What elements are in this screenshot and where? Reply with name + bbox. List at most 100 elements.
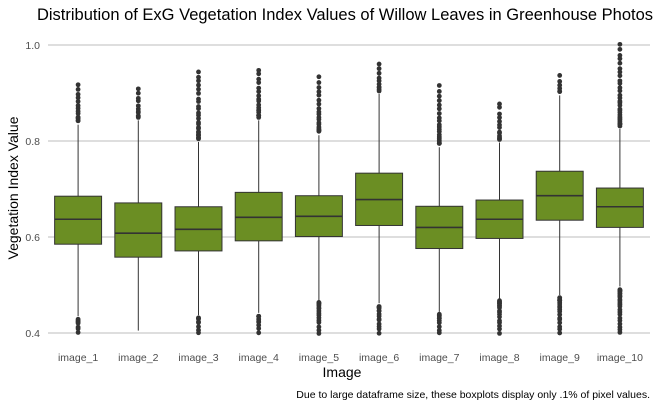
outlier-point (196, 110, 201, 116)
box-iqr (54, 195, 103, 245)
outlier-point (135, 103, 141, 109)
outlier-point (196, 96, 201, 102)
outlier-point (75, 320, 81, 326)
outlier-points (256, 67, 262, 336)
outlier-point (617, 46, 623, 52)
x-tick-label: image_5 (299, 352, 339, 364)
boxplot-image_9 (535, 73, 584, 336)
boxplot-image_2 (114, 86, 163, 331)
y-tick-label: 0.4 (25, 328, 40, 340)
outlier-point (196, 82, 201, 88)
outlier-point (196, 125, 201, 130)
outlier-point (497, 111, 502, 117)
x-tick-label: image_9 (540, 352, 580, 364)
outlier-point (316, 120, 322, 126)
outlier-point (376, 75, 382, 81)
outlier-point (497, 330, 502, 336)
outlier-point (196, 74, 201, 80)
outlier-point (557, 79, 563, 84)
outlier-point (617, 318, 623, 323)
outlier-point (376, 66, 382, 72)
outlier-point (557, 73, 563, 78)
y-tick-label: 1.0 (25, 40, 40, 52)
outlier-point (196, 320, 201, 326)
outlier-point (617, 106, 623, 112)
outlier-point (497, 320, 502, 326)
outlier-point (557, 330, 563, 336)
outlier-point (497, 101, 502, 107)
outlier-point (617, 85, 623, 91)
outlier-point (617, 92, 623, 98)
outlier-point (557, 82, 563, 88)
boxplot-image_4 (234, 67, 283, 336)
outlier-point (497, 115, 502, 120)
x-tick-label: image_8 (479, 352, 519, 364)
boxplot-image_7 (415, 83, 464, 336)
outlier-point (75, 326, 81, 332)
outlier-point (617, 41, 623, 47)
outlier-point (196, 78, 201, 84)
outlier-point (436, 122, 442, 128)
boxplot-image_10 (595, 41, 644, 335)
outlier-point (617, 98, 623, 104)
x-tick-label: image_6 (359, 352, 399, 364)
outlier-point (256, 85, 262, 91)
outlier-point (376, 70, 382, 76)
outlier-point (617, 311, 623, 317)
outlier-point (376, 61, 382, 67)
outlier-point (196, 86, 201, 92)
outlier-point (256, 89, 262, 94)
outlier-point (196, 120, 201, 125)
outlier-points (436, 83, 442, 336)
outlier-point (75, 330, 81, 335)
outlier-point (135, 95, 141, 101)
outlier-point (617, 60, 623, 66)
outlier-points (617, 41, 623, 335)
y-axis-title: Vegetation Index Value (5, 116, 21, 259)
outlier-point (256, 80, 262, 85)
outlier-point (376, 81, 382, 87)
outlier-point (135, 90, 141, 96)
outlier-point (617, 303, 623, 309)
boxplot-image_3 (174, 69, 223, 336)
outlier-point (316, 92, 322, 98)
outlier-point (316, 319, 322, 325)
outlier-point (557, 320, 563, 326)
outlier-point (497, 314, 502, 320)
outlier-point (497, 326, 502, 332)
outlier-points (376, 61, 382, 336)
outlier-point (617, 78, 623, 84)
outlier-point (497, 104, 502, 110)
outlier-point (316, 74, 322, 80)
box-iqr (595, 187, 644, 228)
boxplot-image_5 (294, 74, 343, 336)
outlier-points (497, 101, 502, 336)
outlier-point (196, 330, 201, 336)
x-tick-label: image_2 (118, 352, 158, 364)
boxplot-series (54, 41, 644, 336)
outlier-point (436, 324, 442, 330)
outlier-point (256, 326, 262, 331)
box-iqr (114, 202, 163, 258)
outlier-point (75, 87, 81, 92)
outlier-point (316, 85, 322, 90)
outlier-point (436, 330, 442, 336)
outlier-point (256, 76, 262, 82)
outlier-point (196, 90, 201, 96)
chart-caption: Due to large dataframe size, these boxpl… (296, 389, 650, 401)
outlier-point (376, 326, 382, 332)
outlier-point (316, 97, 322, 103)
outlier-point (617, 53, 623, 58)
outlier-point (617, 73, 623, 79)
y-axis-ticks: 0.4 0.6 0.8 1.0 (25, 40, 40, 340)
outlier-point (135, 86, 141, 92)
outlier-point (256, 96, 262, 102)
boxplot-image_6 (355, 61, 404, 336)
outlier-point (75, 82, 81, 88)
x-tick-label: image_1 (58, 352, 98, 364)
outlier-point (436, 98, 442, 103)
x-tick-label: image_10 (597, 352, 643, 364)
outlier-point (256, 67, 262, 73)
outlier-point (196, 104, 201, 109)
